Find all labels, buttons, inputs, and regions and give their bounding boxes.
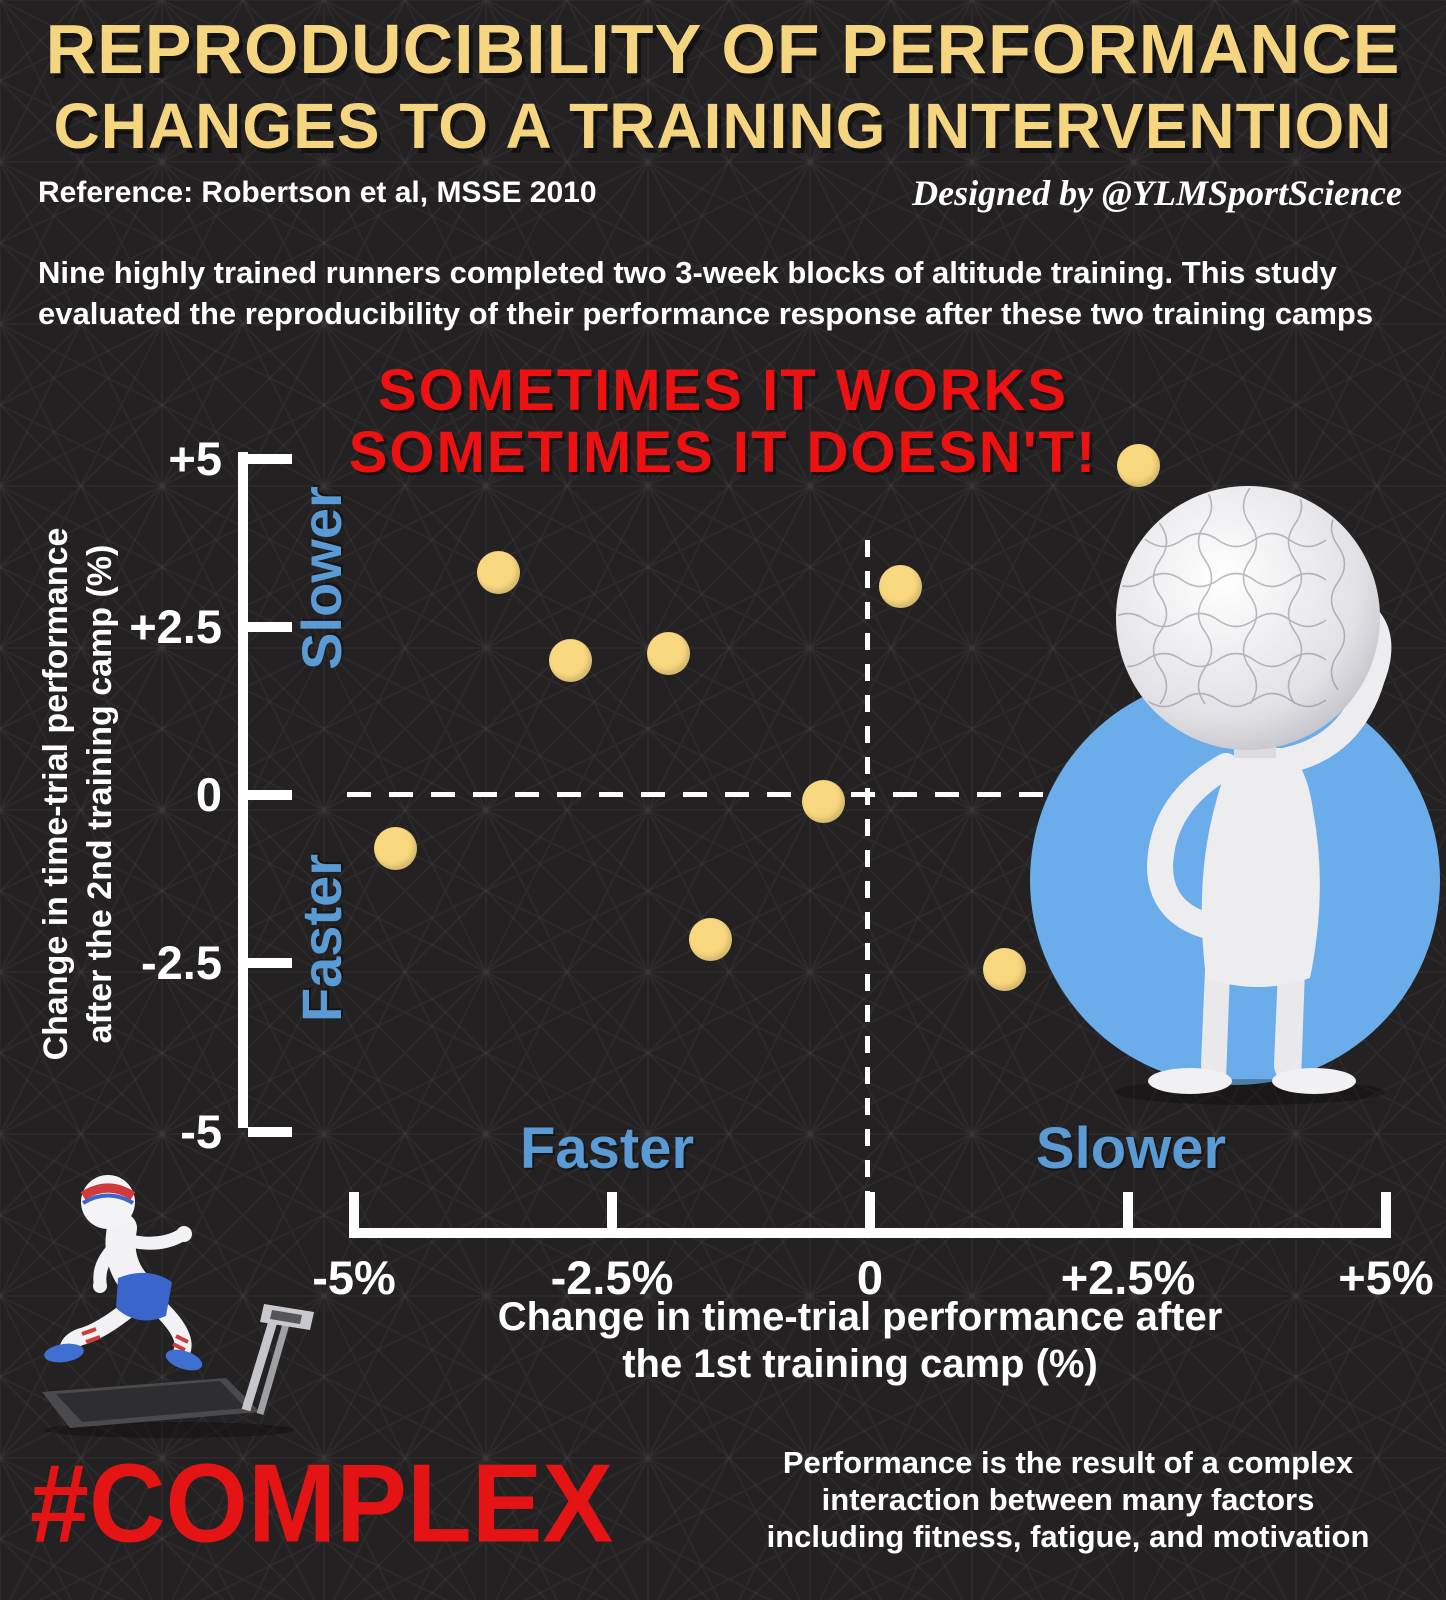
x-axis-tick-label: +2.5% <box>1060 1251 1196 1304</box>
y-axis-line <box>238 452 248 1128</box>
data-point <box>647 632 691 676</box>
x-axis-tick-label: 0 <box>856 1251 884 1304</box>
data-point <box>373 827 417 871</box>
data-point <box>982 948 1026 992</box>
treadmill-runner-illustration <box>42 1175 314 1438</box>
x-axis-tick-label: -5% <box>312 1251 396 1304</box>
y-axis-title: Change in time-trial performance after t… <box>34 432 126 1156</box>
y-axis-tick <box>248 453 292 464</box>
quadrant-label-upper-slower: Slower <box>290 486 353 670</box>
callout-line1: SOMETIMES IT WORKS <box>377 358 1069 423</box>
hashtag-complex: #COMPLEX <box>30 1441 614 1566</box>
y-axis-tick-label: -2.5 <box>141 936 222 990</box>
x-axis-tick <box>1381 1192 1391 1238</box>
study-description-line2: the reproducibility of their performance… <box>189 296 1374 331</box>
quadrant-label-left-faster: Faster <box>519 1116 695 1181</box>
data-point <box>688 918 732 962</box>
zero-line-horizontal <box>347 792 1043 797</box>
data-point <box>802 780 846 824</box>
y-axis-tick-label: +5 <box>168 431 222 485</box>
x-axis-title: Change in time-trial performance after t… <box>420 1294 1300 1388</box>
callout-line2: SOMETIMES IT DOESN'T! <box>348 420 1098 485</box>
x-axis-tick-label: -2.5% <box>550 1251 674 1304</box>
y-axis-tick <box>248 958 292 969</box>
footer-note-line1: Performance is the result of a complex <box>782 1445 1354 1480</box>
data-point <box>879 564 923 608</box>
y-axis-tick <box>248 790 292 800</box>
data-point <box>476 551 520 595</box>
footer-note-line3: including fitness, fatigue, and motivati… <box>766 1519 1370 1554</box>
x-axis-tick <box>349 1192 359 1238</box>
study-description-line1: Nine highly trained runners completed tw… <box>38 255 1337 331</box>
x-axis-tick <box>1123 1192 1133 1238</box>
x-axis-title-line2: the 1st training camp (%) <box>622 1342 1098 1386</box>
puzzle-sphere-head <box>1116 486 1380 750</box>
data-point <box>549 638 593 682</box>
x-axis-tick-label: +5% <box>1338 1251 1434 1304</box>
data-point <box>1116 443 1160 487</box>
page-title-line1: REPRODUCIBILITY OF PERFORMANCE <box>45 10 1401 88</box>
x-axis-title-line1: Change in time-trial performance after <box>497 1295 1223 1339</box>
x-axis-tick <box>607 1192 617 1238</box>
y-axis-title-line1: Change in time-trial performance <box>37 527 75 1061</box>
y-axis-tick <box>248 621 292 632</box>
page-title-line2: CHANGES TO A TRAINING INTERVENTION <box>53 90 1393 162</box>
y-axis-tick-label: 0 <box>195 768 222 821</box>
y-axis-tick <box>248 1126 292 1137</box>
puzzle-head-figure-illustration <box>1030 486 1440 1105</box>
reference-text: Reference: Robertson et al, MSSE 2010 <box>38 176 597 209</box>
footer-note: Performance is the result of a complex i… <box>700 1444 1436 1555</box>
designed-by-credit: Designed by @YLMSportScience <box>912 173 1402 213</box>
quadrant-label-right-slower: Slower <box>1035 1116 1227 1181</box>
study-description: Nine highly trained runners completed tw… <box>38 252 1430 334</box>
y-axis-title-line2: after the 2nd training camp (%) <box>81 544 119 1044</box>
zero-line-vertical <box>865 540 870 1192</box>
footer-note-line2: interaction between many factors <box>821 1482 1315 1517</box>
quadrant-label-lower-faster: Faster <box>290 853 353 1023</box>
x-axis-tick <box>865 1192 875 1238</box>
y-axis-tick-label: -5 <box>180 1104 222 1158</box>
y-axis-tick-label: +2.5 <box>129 599 222 653</box>
